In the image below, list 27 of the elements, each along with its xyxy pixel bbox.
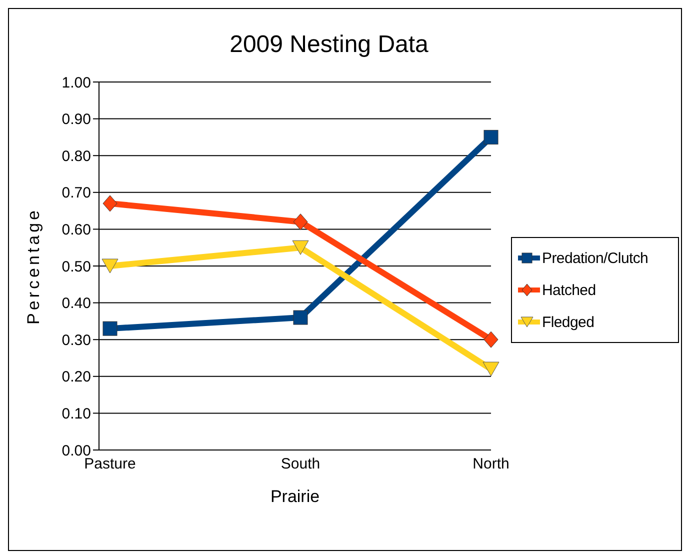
point — [102, 321, 118, 336]
point — [102, 195, 118, 212]
point — [102, 258, 118, 274]
y-tick-label: 1.00 — [62, 74, 91, 92]
y-tick-label: 0.10 — [62, 406, 91, 423]
point — [292, 240, 309, 255]
legend-label: Predation/Clutch — [542, 250, 648, 266]
y-tick-label: 0.40 — [62, 295, 91, 312]
point — [293, 214, 308, 230]
point — [484, 331, 498, 348]
x-axis-title: Prairie — [270, 487, 320, 506]
y-tick-label: 0.60 — [62, 222, 91, 239]
point — [484, 130, 498, 144]
x-tick-label: North — [472, 456, 510, 473]
point — [482, 362, 500, 376]
x-tick-label: South — [280, 456, 320, 473]
y-tick-label: 0.70 — [62, 184, 91, 202]
legend-label: Hatched — [542, 282, 596, 298]
y-axis-title: Percentage — [24, 208, 44, 324]
y-tick-label: 0.80 — [62, 148, 91, 165]
legend-label: Fledged — [542, 314, 594, 330]
y-tick-label: 0.30 — [62, 332, 91, 349]
y-tick-label: 0.50 — [62, 258, 91, 276]
point — [293, 310, 308, 325]
chart-title: 2009 Nesting Data — [228, 31, 430, 59]
y-tick-label: 0.20 — [62, 368, 91, 386]
y-tick-label: 0.90 — [62, 111, 91, 128]
